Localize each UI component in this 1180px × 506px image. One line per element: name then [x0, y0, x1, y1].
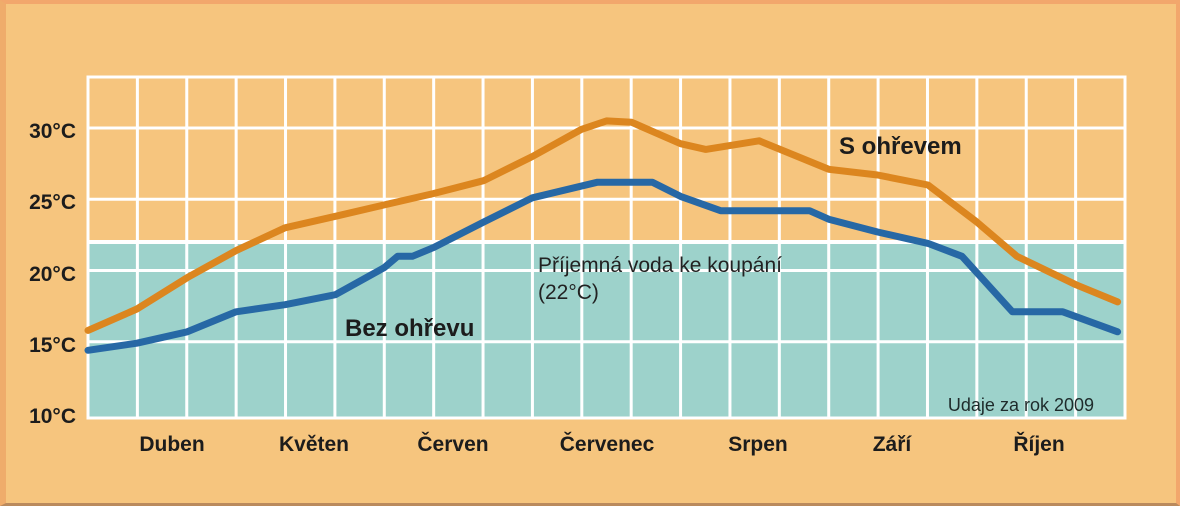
- comfort-band-note-line2: (22°C): [538, 281, 599, 304]
- y-tick-25: 25°C: [29, 191, 76, 214]
- x-tick-cervenec: Červenec: [559, 433, 655, 456]
- comfort-band-note-line1: Příjemná voda ke koupání: [538, 254, 782, 277]
- series-label-unheated: Bez ohřevu: [345, 315, 475, 342]
- footnote-year: Udaje za rok 2009: [947, 395, 1094, 415]
- y-tick-30: 30°C: [29, 120, 76, 143]
- x-tick-duben: Duben: [139, 433, 205, 456]
- x-tick-zari: Září: [872, 433, 912, 456]
- plot-frame: [86, 75, 1127, 420]
- x-tick-rijen: Říjen: [1013, 433, 1065, 456]
- x-tick-cerven: Červen: [417, 433, 489, 456]
- series-line-unheated: [84, 178, 1122, 354]
- comfort-band-note: Příjemná voda ke koupání (22°C): [538, 252, 782, 306]
- x-tick-srpen: Srpen: [728, 433, 788, 456]
- y-tick-10: 10°C: [29, 405, 76, 428]
- y-tick-15: 15°C: [29, 334, 76, 357]
- x-tick-kveten: Květen: [278, 433, 350, 456]
- y-tick-20: 20°C: [29, 263, 76, 286]
- series-label-heated: S ohřevem: [839, 133, 962, 160]
- series-line-heated: [84, 117, 1122, 334]
